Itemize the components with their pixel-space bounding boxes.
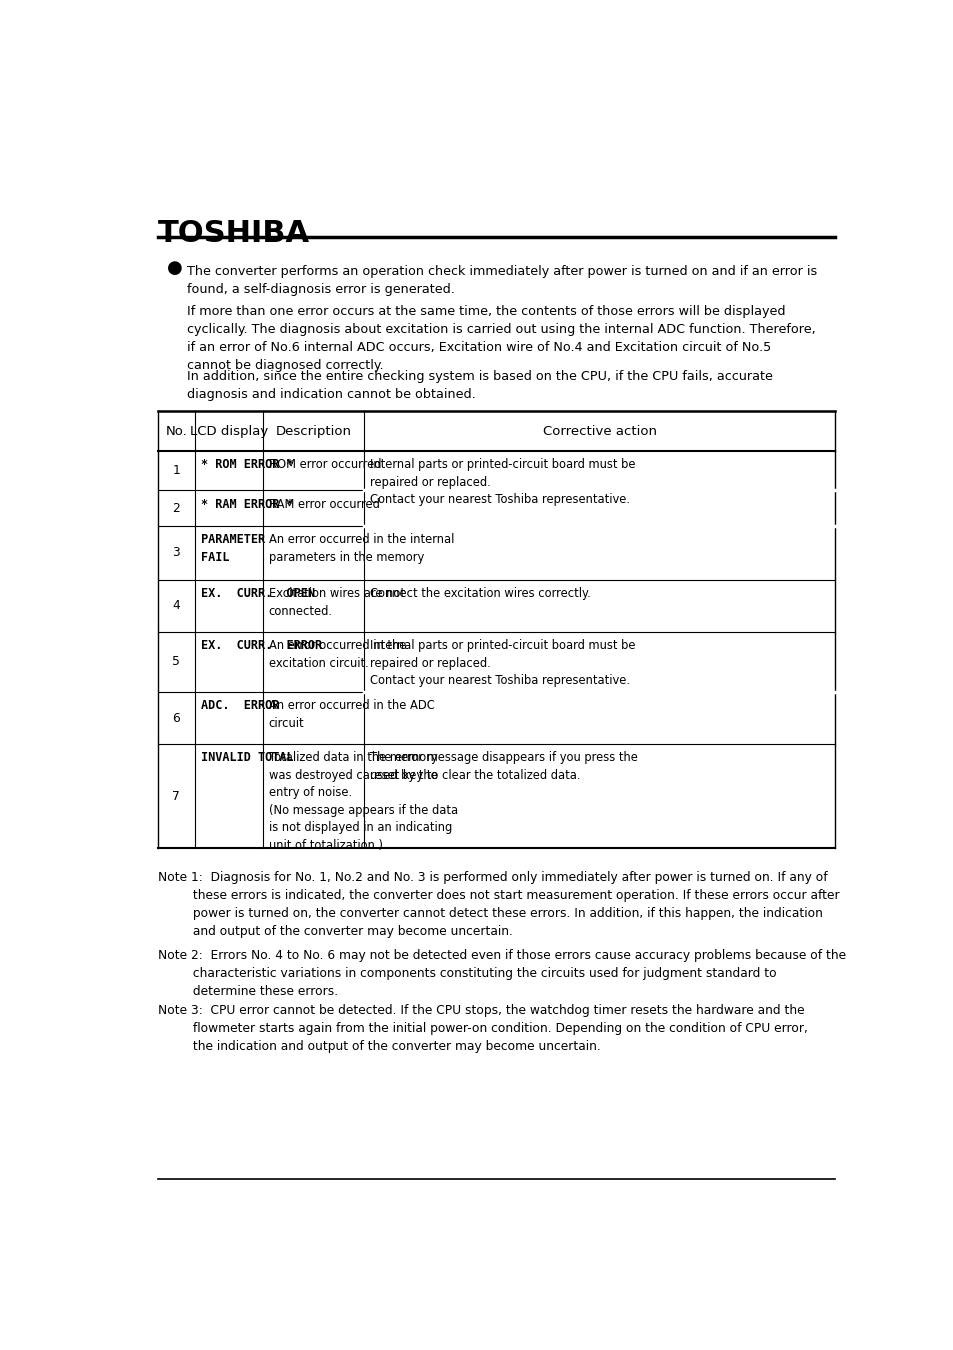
Text: ADC.  ERROR: ADC. ERROR — [201, 699, 279, 713]
Text: An error occurred in the internal
parameters in the memory: An error occurred in the internal parame… — [269, 533, 454, 563]
Text: No.: No. — [165, 425, 187, 437]
Text: INVALID TOTAL: INVALID TOTAL — [201, 752, 294, 764]
Text: Note 2:  Errors No. 4 to No. 6 may not be detected even if those errors cause ac: Note 2: Errors No. 4 to No. 6 may not be… — [157, 949, 845, 998]
Text: Connect the excitation wires correctly.: Connect the excitation wires correctly. — [370, 587, 590, 601]
Text: Internal parts or printed-circuit board must be
repaired or replaced.
Contact yo: Internal parts or printed-circuit board … — [370, 458, 635, 506]
Text: TOSHIBA: TOSHIBA — [157, 219, 310, 248]
Text: The converter performs an operation check immediately after power is turned on a: The converter performs an operation chec… — [187, 265, 817, 296]
Text: EX.  CURR.  ERROR: EX. CURR. ERROR — [201, 639, 322, 652]
Text: 5: 5 — [172, 656, 180, 668]
Text: An error occurred in the ADC
circuit: An error occurred in the ADC circuit — [269, 699, 434, 730]
Text: 3: 3 — [172, 547, 180, 559]
Text: PARAMETER
FAIL: PARAMETER FAIL — [201, 533, 265, 563]
Text: EX.  CURR.  OPEN: EX. CURR. OPEN — [201, 587, 314, 601]
Text: In addition, since the entire checking system is based on the CPU, if the CPU fa: In addition, since the entire checking s… — [187, 370, 772, 401]
Text: * ROM ERROR *: * ROM ERROR * — [201, 458, 294, 471]
Text: 2: 2 — [172, 502, 180, 514]
Text: An error occurred in the
excitation circuit.: An error occurred in the excitation circ… — [269, 639, 406, 670]
Text: 6: 6 — [172, 711, 180, 725]
Text: Totalized data in the memory
was destroyed caused by the
entry of noise.
(No mes: Totalized data in the memory was destroy… — [269, 752, 457, 852]
Text: Corrective action: Corrective action — [542, 425, 656, 437]
Text: ●: ● — [167, 259, 182, 277]
Text: Description: Description — [275, 425, 351, 437]
Text: The error message disappears if you press the
reset key to clear the totalized d: The error message disappears if you pres… — [370, 752, 638, 782]
Text: 4: 4 — [172, 599, 180, 613]
Text: ROM error occurred: ROM error occurred — [269, 458, 380, 471]
Text: 7: 7 — [172, 790, 180, 803]
Text: Internal parts or printed-circuit board must be
repaired or replaced.
Contact yo: Internal parts or printed-circuit board … — [370, 639, 635, 687]
Text: Note 3:  CPU error cannot be detected. If the CPU stops, the watchdog timer rese: Note 3: CPU error cannot be detected. If… — [157, 1004, 807, 1053]
Text: RAM error occurred: RAM error occurred — [269, 498, 379, 510]
Text: 1: 1 — [172, 464, 180, 478]
Text: Note 1:  Diagnosis for No. 1, No.2 and No. 3 is performed only immediately after: Note 1: Diagnosis for No. 1, No.2 and No… — [157, 871, 839, 938]
Text: * RAM ERROR *: * RAM ERROR * — [201, 498, 294, 510]
Text: Excitation wires are not
connected.: Excitation wires are not connected. — [269, 587, 404, 618]
Text: If more than one error occurs at the same time, the contents of those errors wil: If more than one error occurs at the sam… — [187, 305, 815, 373]
Text: LCD display: LCD display — [190, 425, 268, 437]
